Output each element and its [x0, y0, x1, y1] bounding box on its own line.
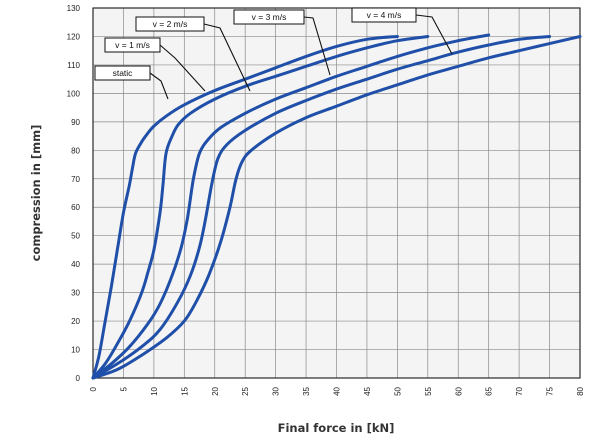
callout-leader — [415, 14, 453, 55]
callout-label: v = 1 m/s — [115, 40, 150, 50]
y-tick-label: 30 — [71, 289, 80, 298]
x-tick-label: 15 — [180, 386, 189, 395]
y-tick-label: 10 — [71, 346, 80, 355]
y-tick-label: 130 — [67, 4, 81, 13]
y-tick-label: 0 — [76, 374, 81, 383]
callout-box — [135, 16, 205, 32]
callouts: static v = 1 m/s v = 2 m/s v = 3 m/s v = 4 m… — [94, 7, 453, 100]
x-tick-label: 55 — [424, 386, 433, 395]
x-tick-label: 10 — [150, 386, 159, 395]
x-tick-label: 45 — [363, 386, 372, 395]
y-tick-label: 100 — [67, 89, 81, 98]
x-tick-label: 80 — [576, 386, 585, 395]
callout-label: v = 3 m/s — [252, 12, 287, 22]
x-tick-label: 65 — [485, 386, 494, 395]
x-tick-label: 40 — [333, 386, 342, 395]
series-group — [91, 33, 582, 380]
callout-label: v = 2 m/s — [153, 19, 188, 29]
y-tick-label: 80 — [71, 146, 80, 155]
y-tick-label: 60 — [71, 203, 80, 212]
x-axis-title: Final force in [kN] — [278, 421, 395, 435]
callout-box — [351, 7, 417, 23]
y-tick-label: 40 — [71, 260, 80, 269]
grid — [92, 7, 581, 379]
x-tick-label: 75 — [546, 386, 555, 395]
x-tick-labels: 0 5 10 15 20 25 30 35 40 45 50 55 60 65 70 75 80 — [89, 386, 585, 395]
series-line-4 — [91, 35, 582, 380]
x-tick-label: 0 — [89, 386, 98, 391]
y-tick-label: 90 — [71, 118, 80, 127]
x-tick-label: 70 — [515, 386, 524, 395]
x-tick-label: 30 — [272, 386, 281, 395]
y-tick-label: 50 — [71, 232, 80, 241]
x-tick-label: 25 — [241, 386, 250, 395]
callout-box — [94, 65, 151, 81]
plot-frame — [92, 7, 581, 379]
callout-label: v = 4 m/s — [367, 10, 402, 20]
x-tick-label: 60 — [454, 386, 463, 395]
x-tick-label: 20 — [211, 386, 220, 395]
y-tick-label: 20 — [71, 317, 80, 326]
y-axis-title: compression in [mm] — [29, 125, 43, 262]
y-tick-label: 110 — [67, 61, 80, 70]
series-line-0 — [91, 35, 399, 380]
series-line-3 — [91, 35, 552, 380]
series-line-1 — [91, 35, 430, 380]
x-tick-label: 50 — [393, 386, 402, 395]
callout-leader — [149, 72, 169, 100]
callout-box — [233, 9, 305, 25]
series-line-2 — [91, 33, 491, 380]
callout-box — [104, 37, 161, 53]
callout-leader — [203, 23, 251, 92]
y-tick-label: 120 — [67, 32, 81, 41]
x-tick-label: 5 — [119, 386, 128, 391]
y-tick-label: 70 — [71, 175, 80, 184]
callout-leader — [159, 44, 206, 92]
x-tick-label: 35 — [302, 386, 311, 395]
callout-leader — [303, 16, 331, 76]
callout-label: static — [113, 68, 134, 78]
y-tick-labels: 0 10 20 30 40 50 60 70 80 90 100 110 120 130 — [67, 4, 81, 383]
